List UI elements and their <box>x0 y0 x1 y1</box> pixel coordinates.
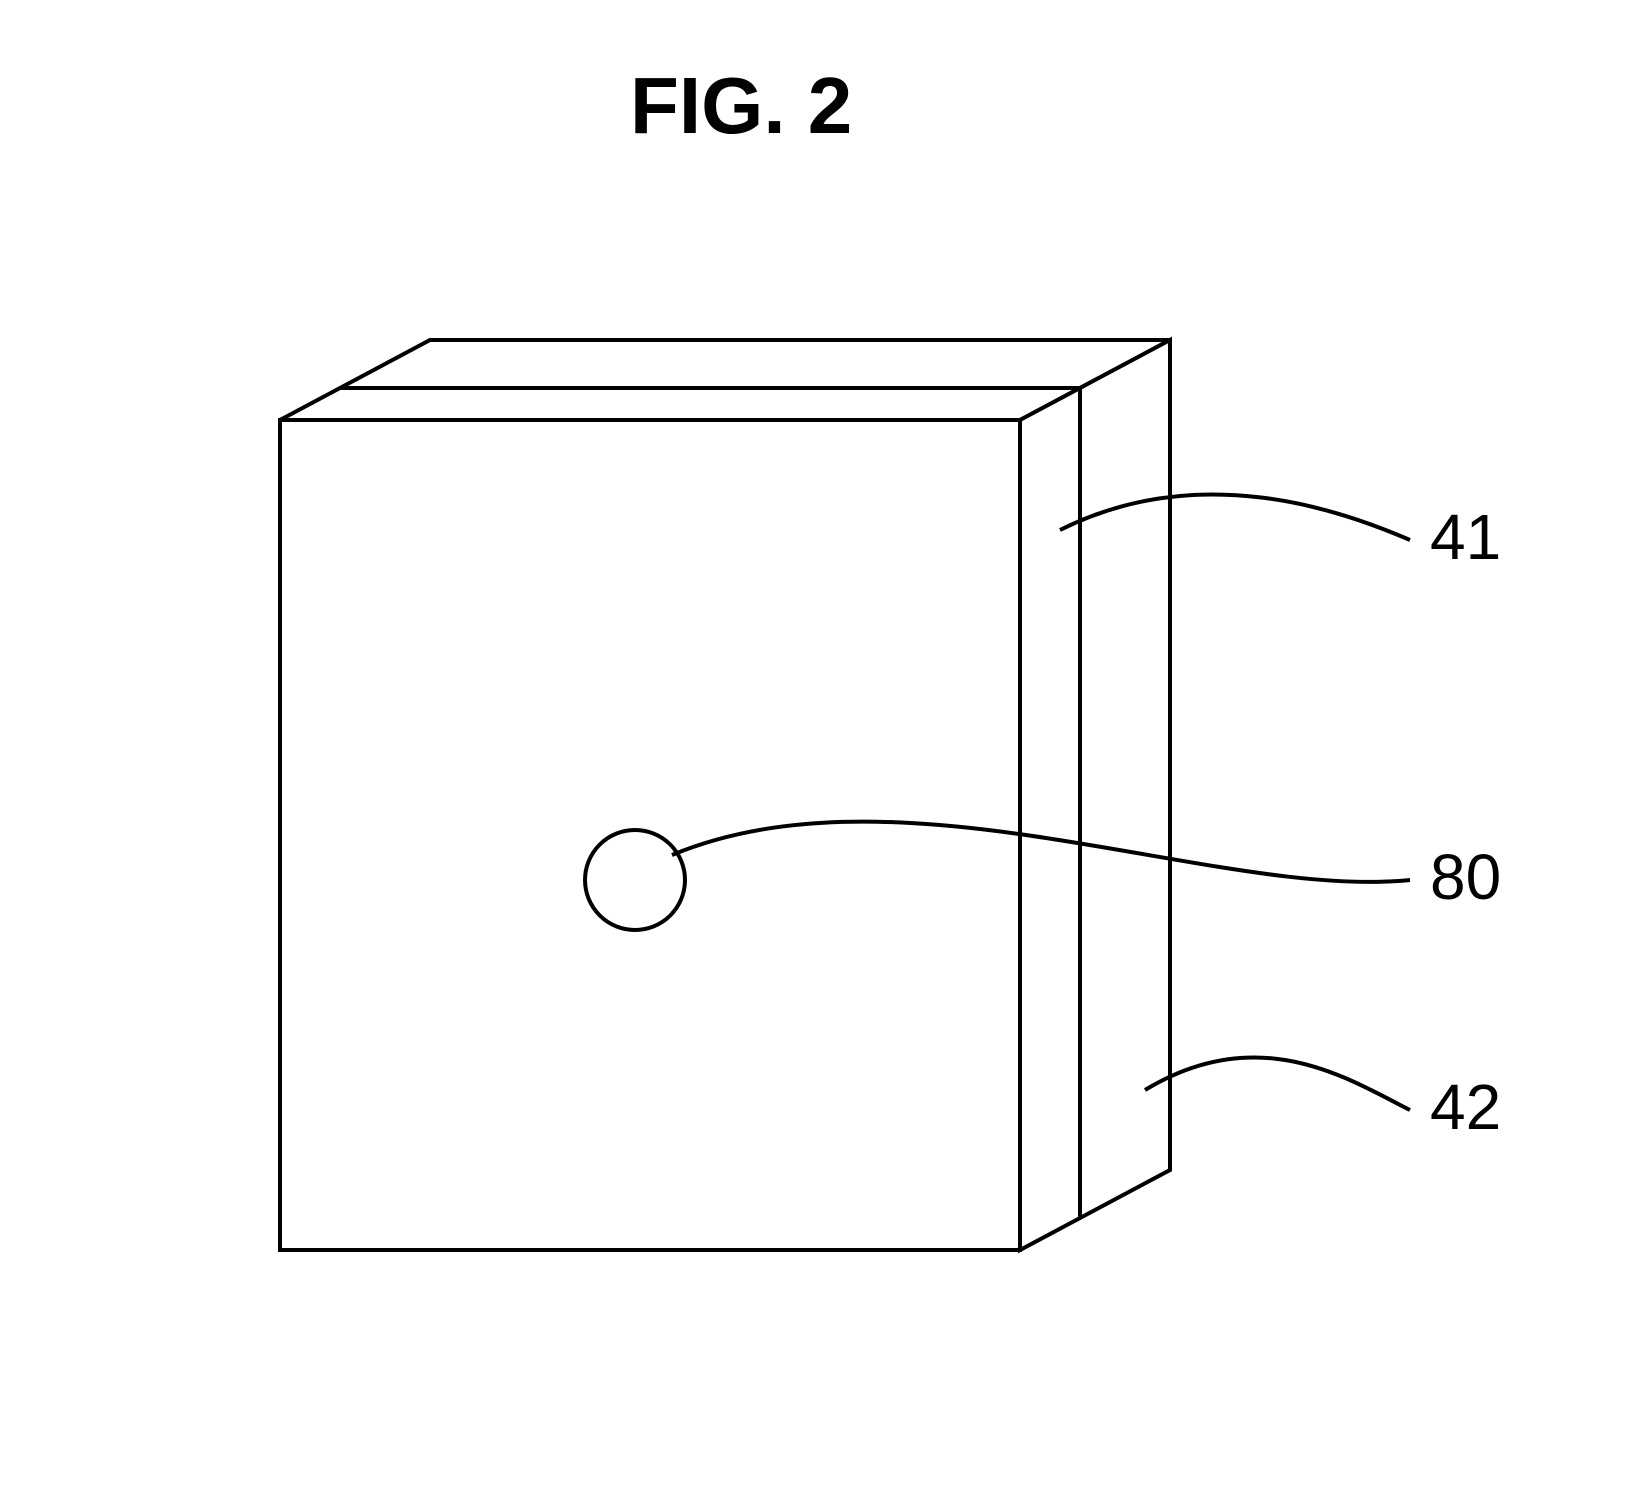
box-side-face <box>1020 340 1170 1250</box>
label-80: 80 <box>1430 840 1501 914</box>
box-top-face <box>280 340 1170 420</box>
front-hole <box>585 830 685 930</box>
label-42: 42 <box>1430 1070 1501 1144</box>
label-41: 41 <box>1430 500 1501 574</box>
figure-stage: FIG. 2 41 80 42 <box>0 0 1634 1505</box>
leader-42 <box>1145 1057 1410 1110</box>
figure-title: FIG. 2 <box>630 60 852 152</box>
figure-svg <box>0 0 1634 1505</box>
